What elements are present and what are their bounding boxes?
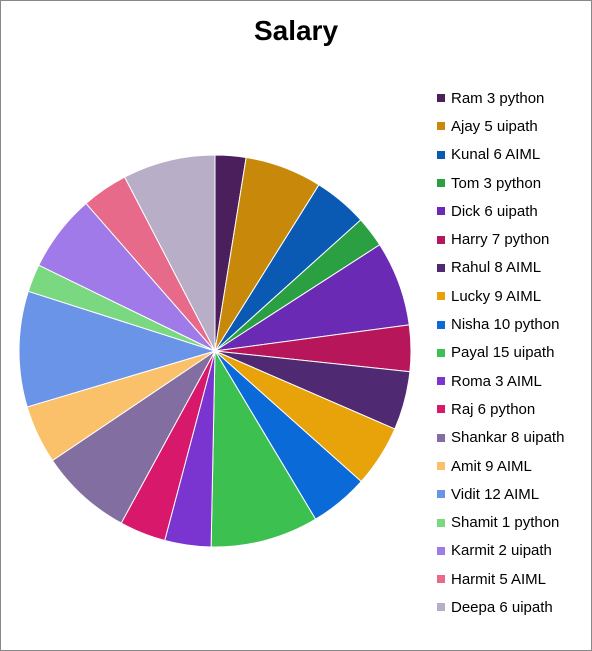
legend-label: Kunal 6 AIML bbox=[451, 146, 541, 164]
pie-slice bbox=[123, 154, 216, 352]
legend-label: Deepa 6 uipath bbox=[451, 598, 553, 616]
legend-label: Shamit 1 python bbox=[451, 514, 560, 532]
legend-label: Shankar 8 uipath bbox=[451, 429, 565, 447]
legend-swatch bbox=[437, 150, 445, 159]
pie-slice bbox=[18, 290, 217, 408]
legend-label: Tom 3 python bbox=[451, 174, 542, 192]
legend-item: Shamit 1 python bbox=[437, 508, 564, 536]
legend-swatch bbox=[437, 575, 445, 584]
legend-item: Vidit 12 AIML bbox=[437, 480, 564, 508]
legend-swatch bbox=[437, 405, 445, 414]
legend-swatch bbox=[437, 377, 445, 386]
legend-item: Ram 3 python bbox=[437, 84, 564, 112]
legend-swatch bbox=[437, 320, 445, 329]
legend-item: Lucky 9 AIML bbox=[437, 282, 564, 310]
legend-label: Vidit 12 AIML bbox=[451, 485, 540, 503]
legend-label: Rahul 8 AIML bbox=[451, 259, 542, 277]
legend-label: Ajay 5 uipath bbox=[451, 117, 538, 135]
legend-item: Nisha 10 python bbox=[437, 310, 564, 338]
legend-item: Ajay 5 uipath bbox=[437, 112, 564, 140]
chart-legend: Ram 3 python Ajay 5 uipath Kunal 6 AIML Tom… bbox=[437, 84, 564, 622]
legend-item: Deepa 6 uipath bbox=[437, 593, 564, 621]
legend-swatch bbox=[437, 207, 445, 216]
legend-label: Ram 3 python bbox=[451, 89, 545, 107]
legend-item: Harry 7 python bbox=[437, 225, 564, 253]
legend-label: Harry 7 python bbox=[451, 231, 550, 249]
pie-slice bbox=[210, 349, 317, 548]
legend-swatch bbox=[437, 348, 445, 357]
legend-item: Roma 3 AIML bbox=[437, 367, 564, 395]
legend-item: Payal 15 uipath bbox=[437, 339, 564, 367]
pie-slice bbox=[51, 350, 216, 524]
legend-swatch bbox=[437, 179, 445, 188]
legend-label: Payal 15 uipath bbox=[451, 344, 555, 362]
legend-label: Karmit 2 uipath bbox=[451, 542, 552, 560]
legend-swatch bbox=[437, 490, 445, 499]
legend-swatch bbox=[437, 122, 445, 131]
legend-swatch bbox=[437, 518, 445, 527]
legend-swatch bbox=[437, 433, 445, 442]
legend-item: Shankar 8 uipath bbox=[437, 424, 564, 452]
legend-swatch bbox=[437, 292, 445, 301]
legend-item: Harmit 5 AIML bbox=[437, 565, 564, 593]
legend-swatch bbox=[437, 235, 445, 244]
legend-label: Roma 3 AIML bbox=[451, 372, 542, 390]
legend-swatch bbox=[437, 94, 445, 103]
legend-item: Rahul 8 AIML bbox=[437, 254, 564, 282]
legend-item: Amit 9 AIML bbox=[437, 452, 564, 480]
legend-label: Amit 9 AIML bbox=[451, 457, 532, 475]
legend-swatch bbox=[437, 603, 445, 612]
legend-label: Dick 6 uipath bbox=[451, 202, 538, 220]
legend-swatch bbox=[437, 462, 445, 470]
legend-label: Lucky 9 AIML bbox=[451, 287, 542, 305]
legend-swatch bbox=[437, 546, 445, 555]
legend-item: Karmit 2 uipath bbox=[437, 537, 564, 565]
legend-label: Harmit 5 AIML bbox=[451, 570, 547, 588]
legend-label: Raj 6 python bbox=[451, 400, 536, 418]
legend-item: Kunal 6 AIML bbox=[437, 141, 564, 169]
legend-label: Nisha 10 python bbox=[451, 316, 560, 334]
chart-title: Salary bbox=[253, 15, 339, 46]
legend-item: Raj 6 python bbox=[437, 395, 564, 423]
legend-item: Dick 6 uipath bbox=[437, 197, 564, 225]
legend-item: Tom 3 python bbox=[437, 169, 564, 197]
legend-swatch bbox=[437, 263, 445, 272]
